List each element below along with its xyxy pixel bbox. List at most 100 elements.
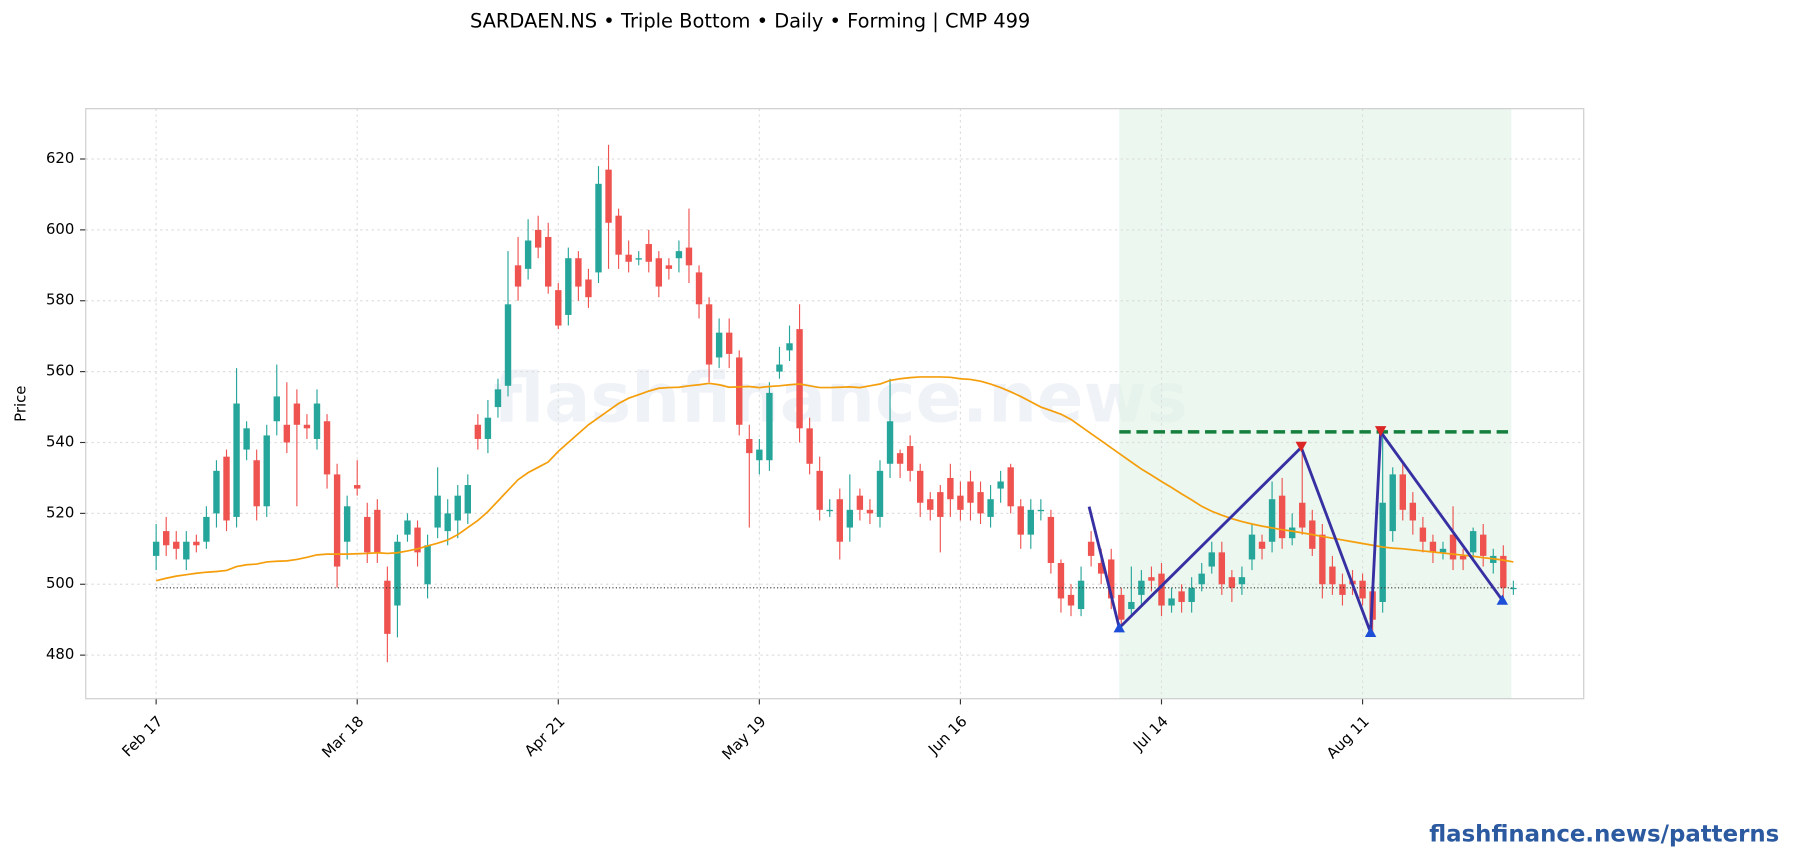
candle-body — [374, 509, 381, 553]
candle-body — [665, 265, 673, 269]
candle-body — [987, 499, 994, 517]
pattern-line — [1087, 427, 1504, 633]
candle-body — [524, 240, 532, 269]
y-axis-label: Price — [12, 386, 30, 422]
candle-body — [1158, 573, 1165, 606]
candle-body — [504, 304, 512, 386]
candle-body — [1459, 555, 1467, 560]
candle-body — [514, 265, 522, 287]
candle-body — [484, 417, 492, 439]
top-marker — [1374, 426, 1387, 437]
candle-body — [1329, 566, 1336, 585]
candle-body — [1500, 555, 1507, 588]
y-tick-label: 540 — [46, 433, 74, 451]
bottom-marker — [1113, 622, 1125, 633]
candle-body — [796, 329, 803, 429]
candle-body — [575, 258, 582, 287]
candle-body — [545, 236, 552, 287]
candle-body — [424, 545, 431, 585]
candle-body — [957, 495, 964, 510]
candle-body — [494, 389, 502, 408]
candle-body — [323, 421, 331, 475]
candle-body — [354, 485, 361, 489]
candle-body — [1419, 527, 1427, 542]
candle-body — [1449, 534, 1457, 560]
x-tick-label: Jul 14 — [1129, 712, 1172, 755]
candle-body — [906, 446, 914, 471]
candle-body — [1299, 502, 1306, 528]
candle-body — [1118, 594, 1125, 620]
candle-body — [856, 495, 864, 510]
candle-body — [675, 251, 683, 259]
candle-body — [534, 229, 542, 248]
candle-body — [454, 495, 461, 521]
x-tick-label: Feb 17 — [118, 712, 166, 760]
candle-body — [1399, 474, 1406, 510]
candle-body — [1429, 541, 1437, 553]
candle-body — [414, 527, 421, 553]
y-tick-label: 620 — [46, 149, 74, 167]
candle-body — [364, 516, 371, 553]
candle-body — [806, 428, 813, 464]
candle-body — [917, 470, 924, 503]
x-tick-label: Aug 11 — [1323, 712, 1373, 762]
candle-body — [1248, 534, 1256, 560]
candle-body — [183, 541, 190, 560]
candle-body — [193, 541, 200, 546]
candle-body — [565, 258, 572, 315]
y-tick-label: 520 — [46, 503, 74, 521]
top-marker — [1295, 441, 1307, 453]
y-tick-label: 600 — [46, 220, 74, 238]
candle-body — [1007, 467, 1014, 507]
candle-body — [927, 499, 934, 510]
candle-body — [605, 169, 612, 223]
candle-body — [1469, 531, 1477, 553]
candle-body — [967, 481, 974, 503]
candle-body — [273, 396, 280, 422]
candle-body — [474, 424, 482, 439]
candle-body — [876, 470, 884, 517]
candle-body — [253, 460, 260, 507]
candle-body — [173, 541, 180, 549]
candle-body — [1168, 598, 1175, 606]
candle-body — [434, 495, 441, 528]
candle-body — [1278, 495, 1286, 539]
candle-body — [1188, 587, 1195, 602]
candle-body — [595, 183, 602, 273]
candle-body — [313, 403, 321, 439]
candle-body — [1319, 534, 1326, 585]
candle-body — [645, 244, 652, 262]
candle-body — [1379, 502, 1386, 602]
candle-body — [555, 290, 562, 326]
candle-body — [152, 541, 160, 556]
pattern-zone — [1119, 108, 1512, 699]
candle-body — [1037, 509, 1045, 512]
candle-body — [1288, 527, 1296, 539]
candle-body — [695, 272, 703, 305]
candle-body — [333, 474, 341, 567]
candle-body — [1238, 577, 1246, 585]
candle-body — [585, 279, 592, 298]
candle-body — [1077, 580, 1085, 610]
plot-frame — [85, 108, 1585, 700]
candle-body — [1017, 506, 1024, 535]
candle-body — [776, 364, 783, 372]
watermark: flashfinance.news — [493, 359, 1187, 439]
moving-average — [155, 376, 1514, 582]
candle-body — [886, 421, 894, 464]
candle-body — [1359, 580, 1366, 599]
candle-body — [1198, 573, 1205, 585]
candle-body — [1510, 587, 1517, 590]
candle-body — [1439, 548, 1447, 553]
candle-body — [223, 456, 230, 521]
candle-body — [444, 513, 451, 532]
candle-body — [1067, 594, 1075, 606]
candle-body — [1087, 541, 1095, 556]
candle-body — [1178, 591, 1185, 602]
candle-body — [213, 470, 220, 514]
chart-title: SARDAEN.NS • Triple Bottom • Daily • For… — [470, 9, 1030, 32]
candle-body — [736, 357, 743, 425]
candle-body — [1148, 577, 1155, 581]
candle-body — [404, 520, 411, 535]
candle-body — [283, 424, 291, 443]
